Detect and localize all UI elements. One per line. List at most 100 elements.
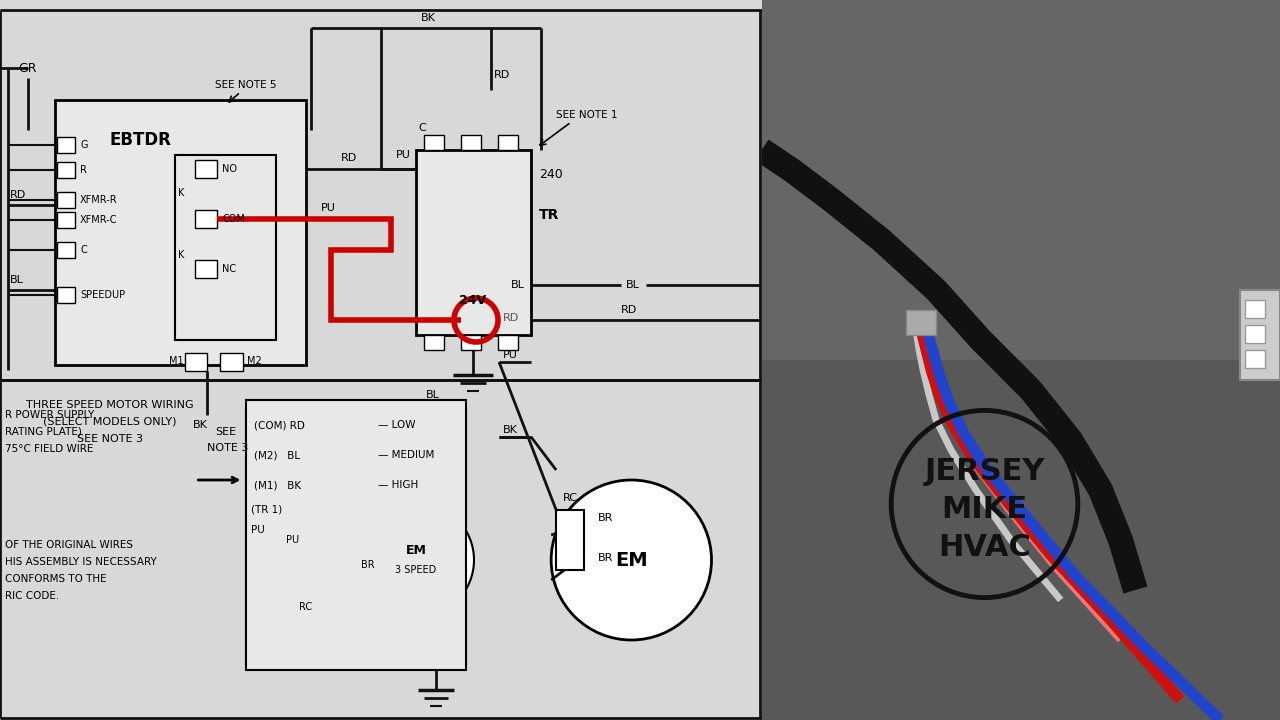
Text: PU: PU [321,203,335,213]
Text: NOTE 3: NOTE 3 [207,443,248,453]
Bar [1245,350,1265,368]
Text: SEE NOTE 1: SEE NOTE 1 [557,110,618,120]
Text: THREE SPEED MOTOR WIRING: THREE SPEED MOTOR WIRING [27,400,195,410]
Bar [196,260,218,278]
Text: BR: BR [598,513,613,523]
Text: RIC CODE.: RIC CODE. [5,591,59,601]
Bar [58,287,76,303]
Text: K: K [178,188,184,198]
Text: M2: M2 [247,356,261,366]
Bar [220,353,242,371]
Bar [424,135,444,150]
Polygon shape [202,238,212,248]
Text: COM: COM [223,214,246,224]
Text: RD: RD [503,313,520,323]
Text: BK: BK [193,420,207,430]
Bar [424,335,444,350]
Text: PU: PU [285,535,298,545]
Text: EM: EM [614,551,648,570]
Text: G: G [81,140,87,150]
Text: BL: BL [10,275,24,285]
Text: PU: PU [503,350,518,360]
Bar [196,160,218,178]
Bar [196,210,218,228]
Text: 240: 240 [539,168,563,181]
Bar [557,510,584,570]
Text: MIKE: MIKE [942,495,1028,524]
Text: BK: BK [421,13,435,23]
Text: BL: BL [626,280,640,290]
Text: JERSEY: JERSEY [924,457,1044,487]
Text: C: C [417,123,426,133]
Text: (SELECT MODELS ONLY): (SELECT MODELS ONLY) [44,417,177,427]
Text: GR: GR [18,61,37,74]
Text: PU: PU [396,150,411,160]
Text: SEE NOTE 3: SEE NOTE 3 [77,434,143,444]
Text: RD: RD [621,305,637,315]
Bar [1245,300,1265,318]
Bar [762,0,1280,360]
Text: BL: BL [511,280,525,290]
Text: BK: BK [503,425,518,435]
Text: HIS ASSEMBLY IS NECESSARY: HIS ASSEMBLY IS NECESSARY [5,557,156,567]
Bar [58,242,76,258]
Bar [58,162,76,178]
Bar [461,135,481,150]
Bar [1245,325,1265,343]
Text: TR: TR [539,208,559,222]
Text: 3 SPEED: 3 SPEED [396,565,436,575]
Bar [58,212,76,228]
Text: RC: RC [563,493,577,503]
Text: BR: BR [361,560,374,570]
Text: (M2)   BL: (M2) BL [253,450,300,460]
Text: SPEEDUP: SPEEDUP [81,290,125,300]
Bar [58,137,76,153]
Text: NO: NO [223,164,238,174]
Text: 75°C FIELD WIRE: 75°C FIELD WIRE [5,444,93,454]
Text: CONFORMS TO THE: CONFORMS TO THE [5,574,106,584]
Bar [498,335,518,350]
Text: PU: PU [251,525,264,535]
Bar [416,150,531,335]
Text: — MEDIUM: — MEDIUM [378,450,434,460]
Text: NC: NC [223,264,237,274]
Text: HVAC: HVAC [938,534,1030,562]
Circle shape [552,480,712,640]
Text: EBTDR: EBTDR [109,131,172,149]
Bar [498,135,518,150]
Text: R POWER SUPPLY: R POWER SUPPLY [5,410,95,420]
Circle shape [357,502,474,618]
Text: EM: EM [406,544,426,557]
Bar [186,353,207,371]
Text: SEE NOTE 5: SEE NOTE 5 [215,80,276,90]
Text: — HIGH: — HIGH [378,480,419,490]
Text: (TR 1): (TR 1) [251,505,282,515]
Bar [55,100,306,365]
Bar [1240,290,1280,380]
Circle shape [268,547,344,623]
Text: BL: BL [426,390,440,400]
Text: 24V: 24V [460,294,486,307]
Text: BR: BR [598,553,613,563]
Text: (COM) RD: (COM) RD [253,420,305,430]
Text: OF THE ORIGINAL WIRES: OF THE ORIGINAL WIRES [5,540,133,550]
Text: RD: RD [340,153,357,163]
Bar [58,192,76,208]
Text: M1: M1 [169,356,183,366]
Text: XFMR-C: XFMR-C [81,215,118,225]
Text: R: R [81,165,87,175]
Bar [175,155,275,340]
Bar [461,335,481,350]
Text: — LOW: — LOW [378,420,415,430]
Text: C: C [81,245,87,255]
Text: (M1)   BK: (M1) BK [253,480,301,490]
Text: SEE: SEE [215,427,237,437]
Text: RD: RD [10,190,27,200]
Bar [906,310,936,335]
Text: K: K [178,250,184,260]
Bar [246,400,466,670]
Text: RD: RD [494,70,511,80]
Text: XFMR-R: XFMR-R [81,195,118,205]
Text: RC: RC [300,602,312,612]
Text: RATING PLATE): RATING PLATE) [5,427,82,437]
